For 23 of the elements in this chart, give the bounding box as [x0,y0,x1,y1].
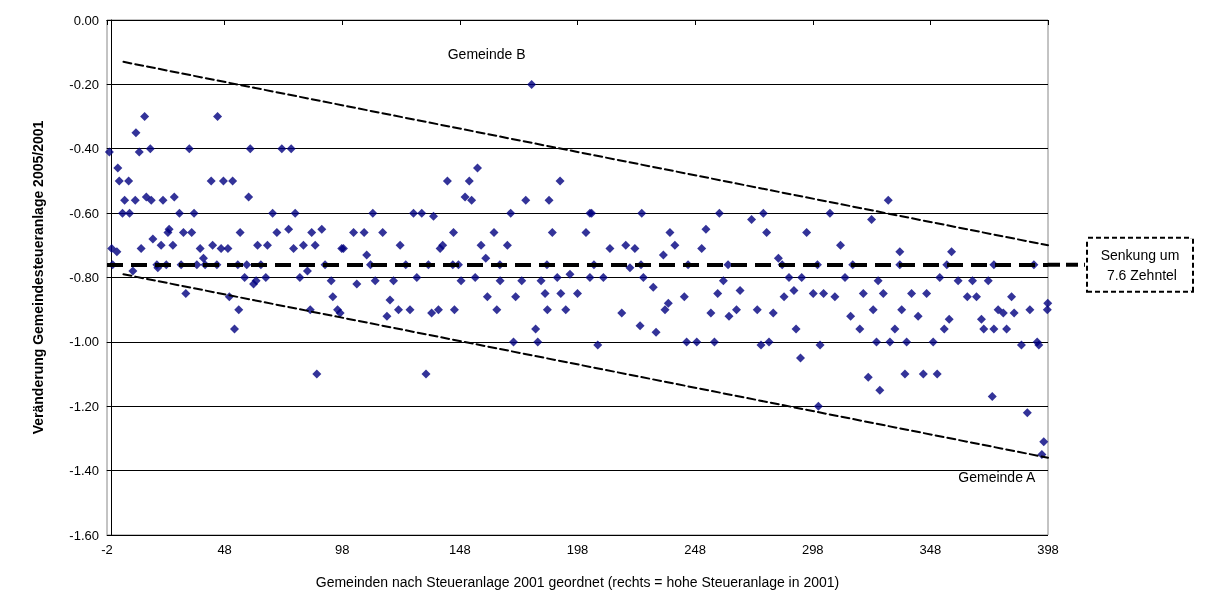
ref-line-label: Senkung um 7.6 Zehntel [1100,246,1180,283]
y-tick-label: -1.00 [69,334,99,350]
y-tick-label: -1.60 [69,527,99,543]
x-tick-label: 98 [335,542,350,557]
y-tick-label: -1.40 [69,463,99,479]
annotation: Gemeinde B [447,46,526,63]
x-tick-label: 148 [449,542,471,557]
x-tick-label: 398 [1037,542,1059,557]
x-tick-label: 298 [801,542,824,557]
y-tick-label: 0.00 [73,12,99,28]
y-tick-label: -0.60 [69,205,99,221]
y-tick-label: -0.40 [69,141,99,157]
x-tick-label: 348 [919,542,942,557]
y-tick-label: -0.80 [69,270,99,285]
x-axis-title: Gemeinden nach Steueranlage 2001 geordnet (rechts = hohe Steueranlage in 2001) [315,574,840,590]
x-tick-label: 198 [566,542,589,557]
y-axis-title: Veränderung Gemeindesteueranlage 2005/2001 [30,120,46,435]
y-tick-label: -1.20 [69,398,99,414]
x-tick-label: 48 [217,542,232,557]
annotation: Gemeinde A [958,468,1037,485]
x-tick-label: -2 [101,542,113,557]
y-tick-label: -0.20 [69,76,99,92]
x-tick-label: 248 [684,542,706,557]
